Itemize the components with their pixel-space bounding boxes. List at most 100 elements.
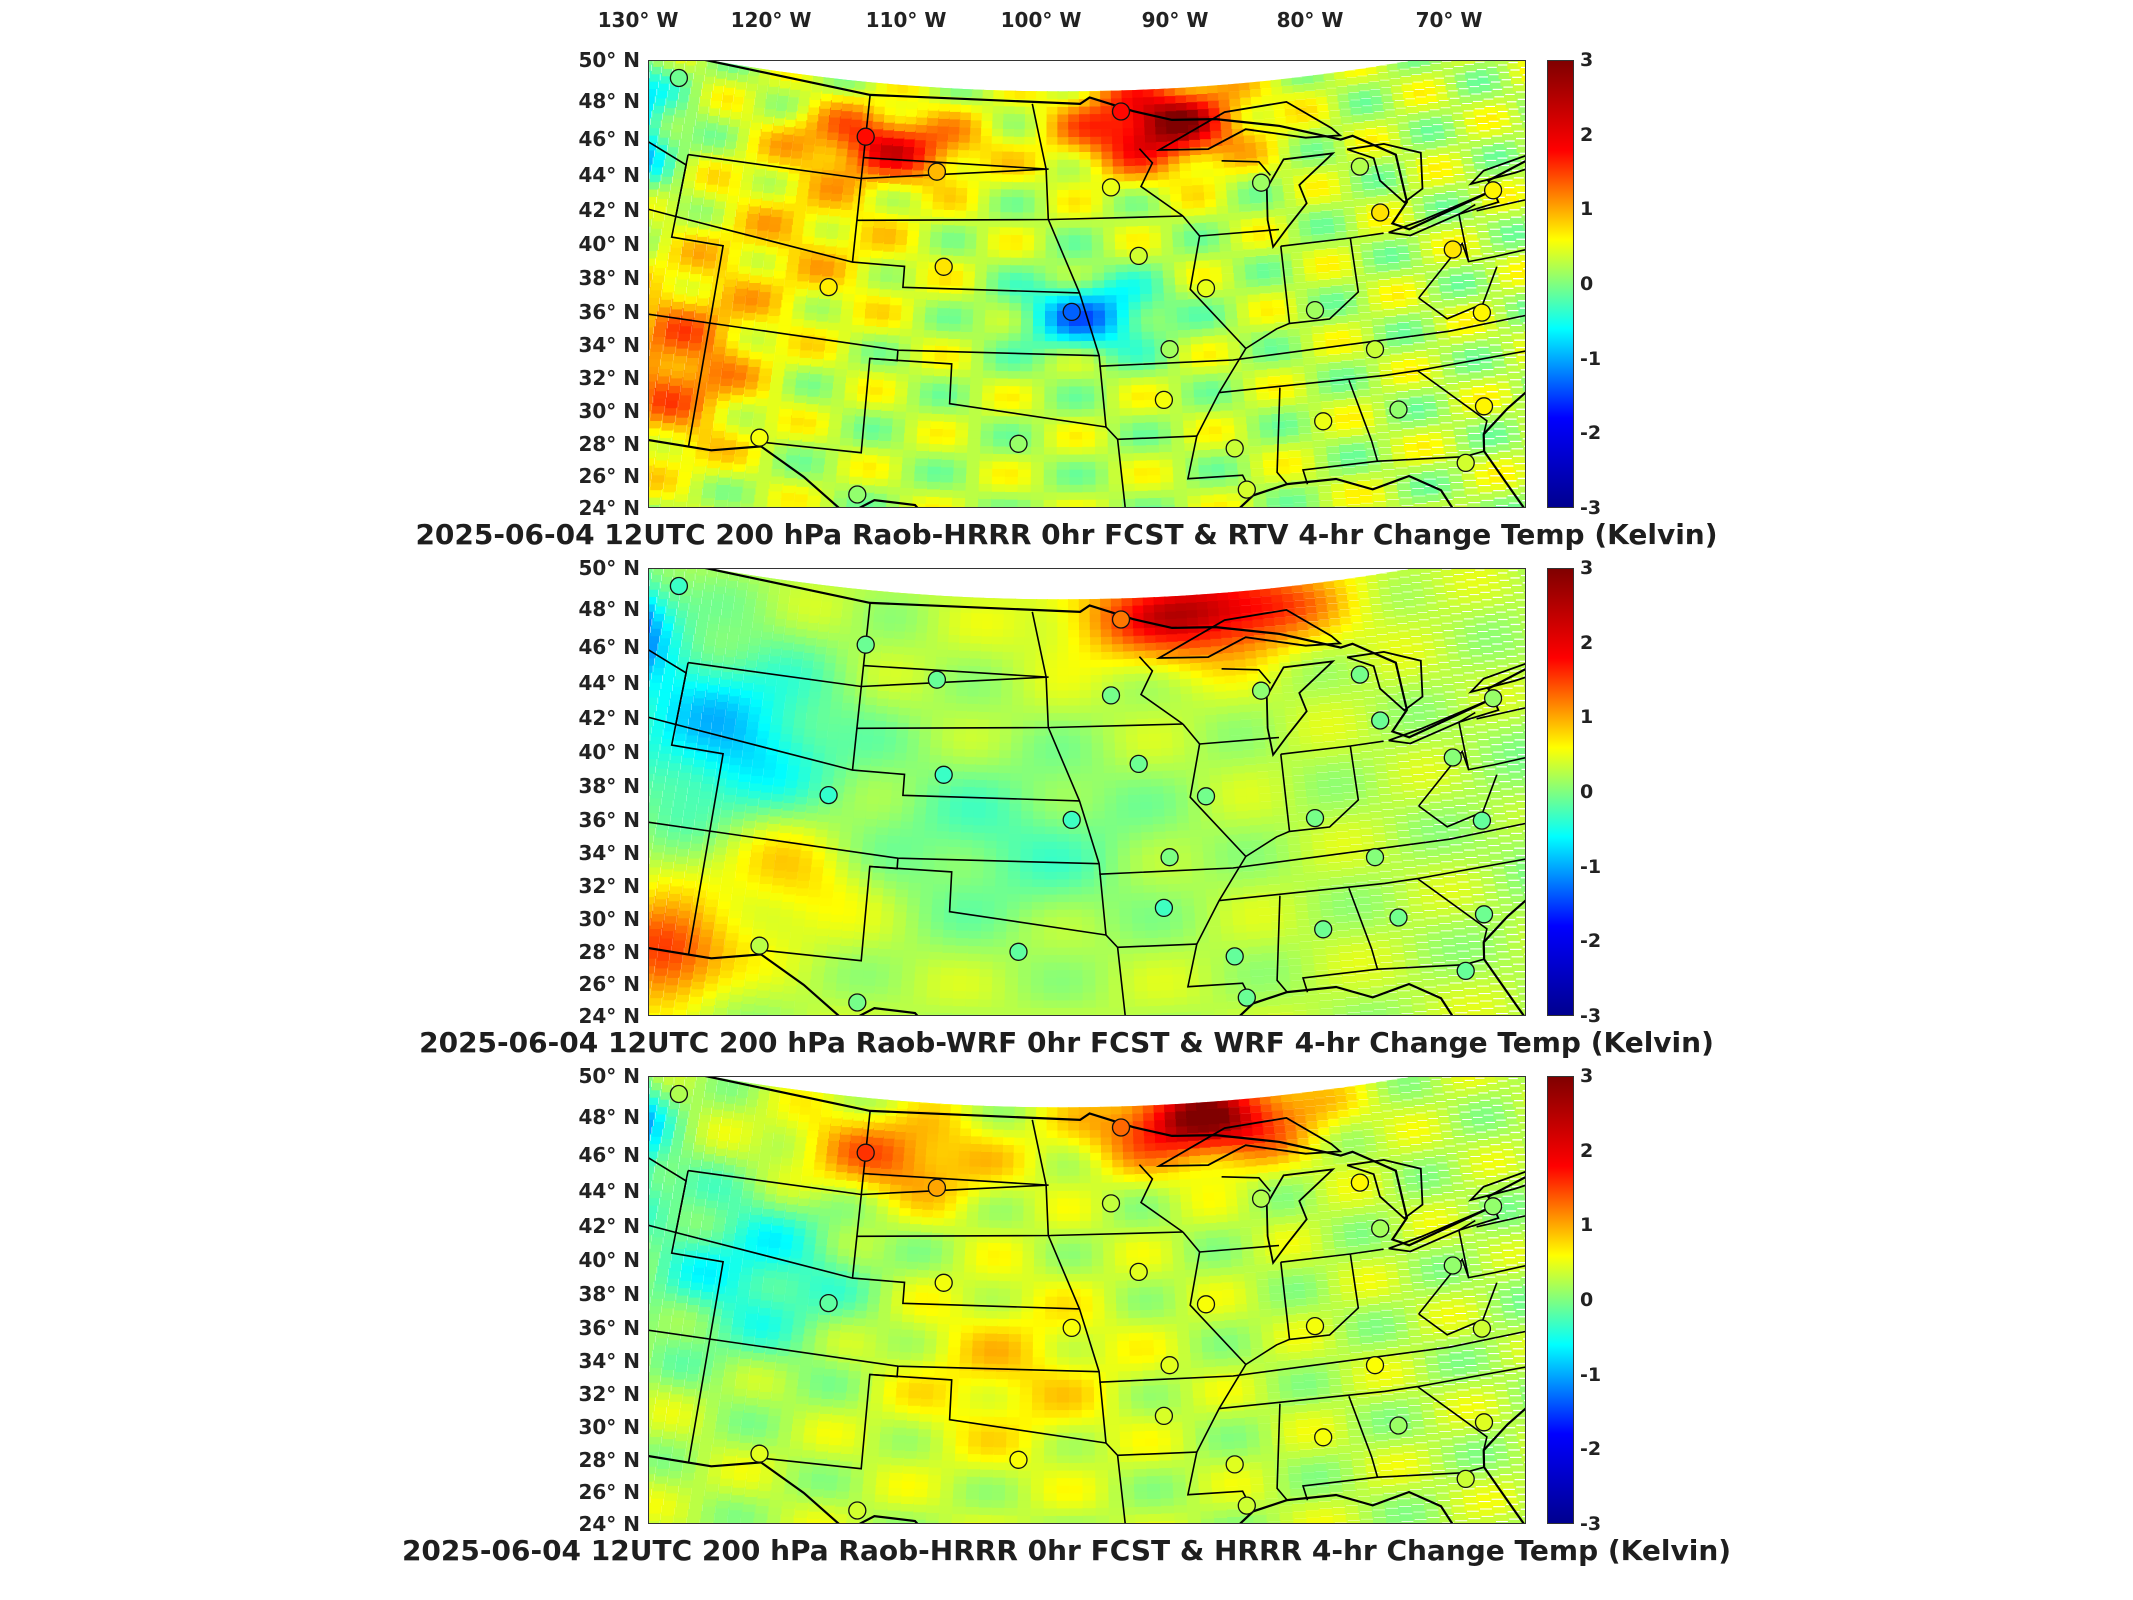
colorbar-tick-label: -3 [1580,497,1601,519]
state-boundary [1458,722,1525,771]
raob-station-marker [1474,397,1494,416]
colorbar-tick-label: -1 [1580,348,1601,370]
colorbar-tick-label: 0 [1580,273,1593,295]
raob-station-marker [1101,1194,1121,1213]
raob-station-marker [934,257,953,276]
colorbar-tick-label: 0 [1580,1289,1593,1311]
latitude-tick-label: 36° N [578,1316,640,1340]
state-boundary [1138,148,1184,217]
longitude-axis: 130° W 120° W 110° W 100° W 90° W 80° W 70° W [0,0,2133,40]
latitude-tick-label: 40° N [578,1248,640,1272]
latitude-tick-label: 48° N [578,597,640,621]
raob-station-marker [1225,1455,1244,1474]
great-lake-outline [1346,650,1424,712]
raob-stations [669,68,1503,504]
raob-station-marker [1314,920,1333,939]
state-boundary [1280,1253,1351,1263]
longitude-tick-label: 100° W [1001,8,1082,32]
raob-station-marker [1314,1428,1333,1447]
latitude-tick-label: 40° N [578,232,640,256]
raob-station-marker [1251,1189,1271,1208]
state-boundary [649,208,1080,294]
colorbar-tick-label: 1 [1580,1214,1593,1236]
raob-station-marker [1009,942,1028,961]
longitude-tick-label: 130° W [598,8,679,32]
raob-station-marker [819,277,838,297]
state-boundary [649,1224,1080,1310]
raob-station-marker [1160,340,1179,359]
state-boundary [1476,707,1525,720]
state-boundary [758,350,899,454]
raob-stations [669,1084,1503,1520]
raob-station-marker [1483,689,1503,708]
colorbar-tick-label: 1 [1580,198,1593,220]
raob-station-marker [1009,434,1028,453]
great-lake-outline [1388,697,1500,745]
raob-station-marker [1129,246,1148,266]
raob-station-marker [1101,686,1121,705]
raob-station-marker [1472,303,1492,322]
longitude-tick-label: 110° W [866,8,947,32]
state-boundary [1289,745,1360,833]
raob-station-marker [1456,961,1475,981]
latitude-tick-label: 40° N [578,740,640,764]
state-boundary [1199,228,1280,237]
great-lake-outline [1467,1171,1525,1202]
raob-station-marker [1371,203,1390,222]
raob-station-marker [1371,711,1390,730]
colorbar-tick-label: -1 [1580,1364,1601,1386]
latitude-axis: 50° N 48° N 46° N 44° N 42° N 40° N 38° N 36° N… [560,48,640,520]
state-boundary [1199,1244,1280,1253]
raob-station-marker [1062,1318,1081,1338]
state-boundary [1221,160,1272,176]
state-boundary [869,1373,1107,1444]
raob-station-marker [1365,848,1385,867]
latitude-tick-label: 32° N [578,1382,640,1406]
great-lake-outline [1346,142,1424,204]
raob-station-marker [1225,947,1244,966]
state-boundary [1031,103,1126,507]
state-boundary [649,716,1080,802]
latitude-tick-label: 34° N [578,841,640,865]
state-boundary [856,723,1183,730]
map-canvas [649,569,1525,1015]
raob-station-marker [1111,1118,1131,1137]
state-boundary [649,649,687,725]
state-boundary [863,664,1047,678]
raob-station-marker [669,68,689,88]
state-boundary [1476,1215,1525,1228]
colorbar-tick-label: 3 [1580,1065,1593,1087]
state-boundary [1199,736,1280,745]
raob-station-marker [1154,390,1174,410]
raob-station-marker [1062,302,1081,322]
great-lake-outline [1265,152,1336,250]
latitude-tick-label: 42° N [578,198,640,222]
colorbar-tick-label: 2 [1580,124,1593,146]
colorbar-tick-label: 3 [1580,557,1593,579]
latitude-tick-label: 30° N [578,399,640,423]
latitude-tick-label: 24° N [578,496,640,520]
great-lake-outline [1155,100,1343,151]
state-boundary [1418,1257,1470,1315]
latitude-tick-label: 26° N [578,464,640,488]
longitude-tick-label: 70° W [1416,8,1483,32]
raob-station-marker [750,936,769,955]
latitude-tick-label: 48° N [578,89,640,113]
temperature-change-field [649,1077,1525,1523]
colorbar-tick-label: -3 [1580,1513,1601,1535]
colorbar-tick-label: 2 [1580,632,1593,654]
raob-station-marker [750,428,769,447]
great-lake-outline [1467,155,1525,186]
raob-station-marker [669,576,689,596]
latitude-tick-label: 46° N [578,1143,640,1167]
state-boundary [1289,237,1360,325]
raob-station-marker [1305,300,1325,320]
state-boundary [1417,877,1488,943]
latitude-tick-label: 46° N [578,127,640,151]
state-boundary [863,1172,1047,1186]
great-lake-outline [1388,189,1500,237]
great-lake-outline [1388,1205,1500,1253]
raob-station-marker [1237,1496,1256,1515]
state-boundary [1350,1248,1384,1255]
state-boundary [856,1231,1183,1238]
